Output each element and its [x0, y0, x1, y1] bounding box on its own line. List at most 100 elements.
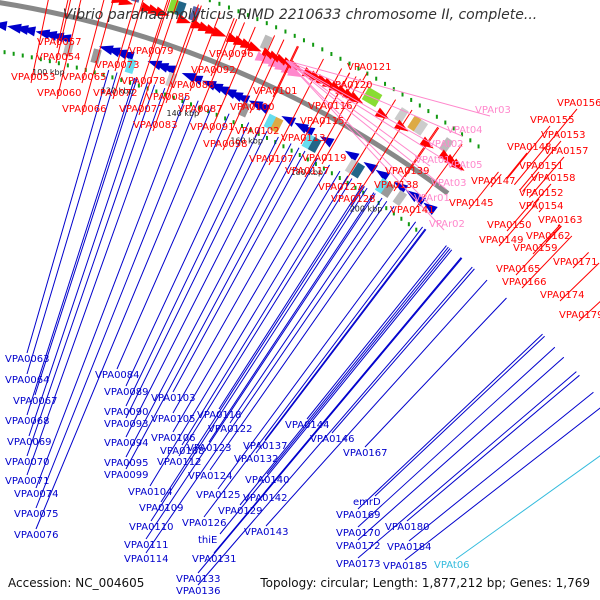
map-title: Vibrio parahaemolyticus RIMD 2210633 chr…: [62, 7, 538, 23]
gene-leader-line: [249, 39, 285, 114]
gene-leader-line: [81, 0, 114, 116]
gene-label-forward: VPA0149: [479, 235, 524, 246]
gene-label-forward: VPA0154: [519, 201, 564, 212]
gene-leader-line: [34, 78, 138, 396]
gene-label-forward: VPA0100: [230, 102, 275, 113]
gene-leader-line: [160, 186, 365, 503]
gene-leader-line: [285, 60, 491, 117]
cog-color-box: [380, 181, 396, 199]
forward-gene-arrow: [118, 0, 134, 6]
outer-tick-mark: [444, 120, 447, 125]
gene-leader-line: [150, 187, 368, 522]
gene-label-forward: VPA0159: [513, 243, 558, 254]
cog-color-box: [263, 113, 277, 130]
gene-label-forward: VPA0158: [531, 173, 576, 184]
inner-tick-mark: [265, 135, 268, 140]
gene-leader-line: [56, 0, 82, 100]
reverse-gene-arrow: [222, 88, 237, 99]
gene-label-reverse: VPA0109: [139, 503, 184, 514]
reverse-gene-arrow: [228, 91, 244, 102]
gene-label-reverse: VPA0172: [336, 541, 381, 552]
gene-leader-line: [197, 257, 463, 574]
gene-leader-line: [172, 150, 306, 393]
gene-label-forward: VPA0148: [507, 142, 552, 153]
gene-leader-line: [172, 157, 319, 414]
cog-color-box: [167, 0, 180, 15]
gene-label-reverse: VPA0090: [104, 407, 149, 418]
gene-leader-line: [285, 60, 463, 172]
outer-tick-mark: [469, 138, 472, 143]
gene-label-reverse: VPA0074: [14, 489, 59, 500]
gene-label-reverse: VPA0068: [5, 416, 50, 427]
gene-label-reverse: VPA0069: [7, 437, 52, 448]
gene-leader-line: [35, 95, 187, 489]
gene-label-forward: VPA0115: [300, 116, 345, 127]
gene-label-forward: VPA0174: [540, 290, 585, 301]
outer-tick-mark: [392, 87, 395, 92]
gene-leader-line: [149, 170, 341, 487]
gene-label-forward: VPA0054: [36, 52, 81, 63]
gene-label-forward: VPA0096: [209, 49, 254, 60]
gene-leader-line: [285, 60, 447, 190]
gene-leader-line: [55, 0, 72, 64]
gene-label-reverse: VPA0131: [192, 554, 237, 565]
cog-color-box: [438, 137, 454, 154]
gene-label-reverse: VPA0167: [343, 448, 388, 459]
gene-label-forward: VPA0092: [191, 65, 236, 76]
gene-label-forward: VPA0152: [519, 188, 564, 199]
inner-tick-mark: [385, 206, 388, 211]
gene-leader-line: [534, 183, 552, 203]
gene-leader-line: [114, 0, 137, 72]
gene-leader-line: [138, 0, 179, 116]
outer-tick-mark: [265, 21, 268, 26]
inner-tick-mark: [198, 105, 201, 110]
gene-leader-line: [209, 26, 256, 134]
gene-leader-line: [165, 5, 202, 104]
inner-tick-mark: [39, 57, 42, 62]
gene-leader-line: [145, 193, 376, 540]
gene-label-forward: VPA0077: [119, 104, 164, 115]
cog-color-box: [307, 136, 322, 154]
gene-leader-line: [140, 0, 171, 88]
inner-tick-mark: [155, 89, 158, 94]
inner-tick-mark: [129, 80, 132, 85]
cog-color-box: [174, 0, 187, 17]
gene-label-reverse: VPAt06: [434, 560, 470, 571]
outer-tick-mark: [357, 66, 360, 71]
cog-color-box: [350, 162, 366, 179]
gene-leader-line: [181, 175, 349, 446]
gene-label-forward: VPA0102: [235, 126, 280, 137]
gene-leader-line: [112, 0, 144, 100]
gene-leader-line: [362, 72, 368, 81]
reverse-gene-arrow: [119, 51, 135, 62]
gene-label-reverse: VPA0099: [104, 470, 149, 481]
gene-label-reverse: VPA0143: [244, 527, 289, 538]
gene-label-forward: VPA0083: [133, 120, 178, 131]
gene-label-forward: VPA0166: [502, 277, 547, 288]
gene-label-forward: VPA0066: [62, 104, 107, 115]
outer-tick-mark: [246, 13, 249, 18]
inner-tick-mark: [190, 102, 193, 107]
gene-leader-line: [506, 200, 534, 232]
gene-label-forward: VPA0156: [557, 98, 600, 109]
inner-tick-mark: [57, 61, 60, 66]
reverse-gene-arrow: [56, 34, 72, 45]
gene-leader-line: [148, 0, 169, 58]
gene-leader-line: [519, 140, 562, 190]
gene-label-reverse: VPA0125: [196, 490, 241, 501]
gene-leader-line: [364, 297, 507, 448]
inner-tick-mark: [306, 157, 309, 162]
scale-label: 140 kbp: [167, 109, 200, 118]
gene-leader-line: [26, 84, 156, 457]
forward-gene-arrow: [246, 41, 262, 52]
gene-leader-line: [535, 198, 540, 204]
inner-tick-mark: [48, 59, 51, 64]
outer-tick-mark: [461, 132, 464, 137]
gene-label-rna: VPAr02: [429, 219, 465, 230]
inner-tick-mark: [164, 92, 167, 97]
outer-tick-mark: [435, 114, 438, 119]
outer-tick-mark: [348, 61, 351, 66]
gene-label-forward: VPA0150: [487, 220, 532, 231]
reverse-gene-arrow: [49, 32, 65, 43]
inner-tick-mark: [274, 140, 277, 145]
